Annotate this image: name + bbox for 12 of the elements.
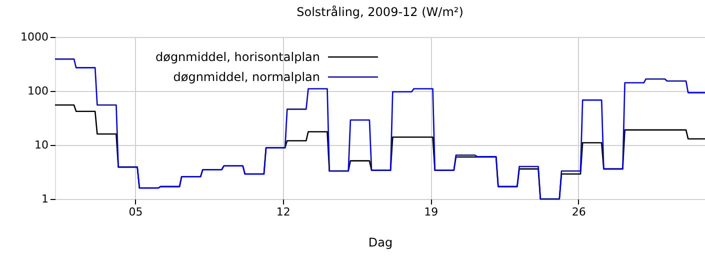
- x-axis-title: Dag: [368, 236, 393, 250]
- x-tick-label: 19: [424, 206, 438, 218]
- chart-title: Solstråling, 2009-12 (W/m²): [296, 5, 464, 19]
- x-tick-label: 05: [128, 206, 143, 218]
- y-tick-label: 10: [34, 138, 48, 152]
- x-tick-label: 12: [276, 206, 290, 218]
- y-tick-label: 1: [42, 192, 48, 206]
- x-tick-label: 26: [572, 206, 586, 218]
- y-tick-label: 1000: [20, 30, 48, 44]
- y-tick-label: 100: [28, 84, 48, 98]
- legend-label: døgnmiddel, normalplan: [173, 70, 320, 84]
- legend-label: døgnmiddel, horisontalplan: [155, 50, 320, 64]
